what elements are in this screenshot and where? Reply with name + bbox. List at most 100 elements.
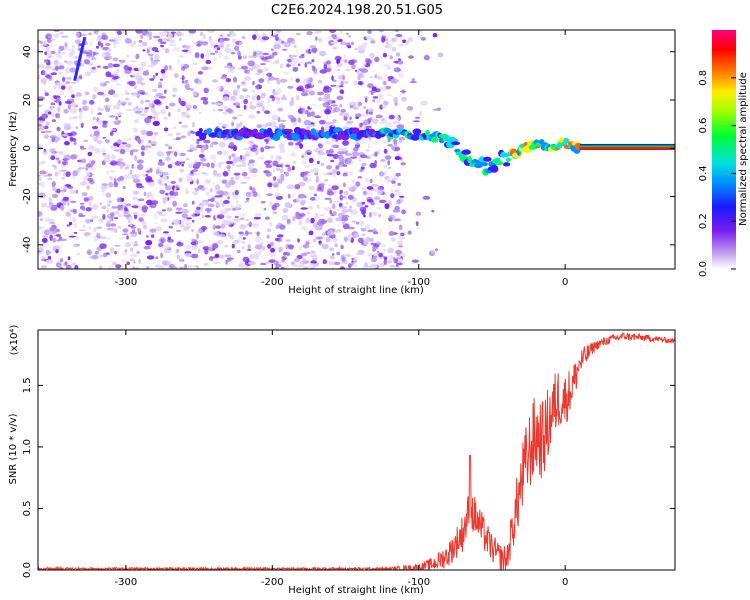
- spectrogram-noise-cell: [180, 33, 185, 37]
- spectrogram-noise-cell: [174, 151, 178, 157]
- spectrogram-noise-cell: [374, 56, 380, 63]
- spectrogram-noise-cell: [365, 224, 370, 229]
- spectrogram-noise-cell: [88, 159, 92, 165]
- spectrogram-noise-cell: [77, 252, 80, 256]
- spectrogram-noise-cell: [272, 92, 279, 96]
- spectrogram-noise-cell: [247, 71, 250, 75]
- spectrogram-noise-cell: [246, 223, 250, 227]
- spectrogram-noise-cell: [363, 119, 369, 125]
- spectrogram-noise-cell: [369, 178, 373, 183]
- spectrogram-noise-cell: [150, 234, 155, 238]
- spectrogram-noise-cell: [149, 78, 155, 81]
- spectrogram-noise-cell: [249, 105, 257, 110]
- spectrogram-noise-cell: [192, 62, 198, 66]
- spectrogram-noise-cell: [115, 264, 122, 269]
- spectrogram-noise-cell: [196, 178, 199, 185]
- spectrogram-noise-cell: [357, 76, 361, 81]
- spectrogram-noise-cell: [255, 213, 263, 216]
- spectrogram-noise-cell: [55, 113, 61, 119]
- spectrogram-noise-cell: [114, 41, 120, 45]
- spectrogram-noise-cell: [365, 125, 372, 129]
- spectrogram-noise-cell: [365, 109, 369, 115]
- spectrogram-noise-cell: [238, 262, 246, 268]
- spectrogram-noise-cell: [239, 94, 245, 100]
- spectrogram-noise-cell: [136, 44, 144, 48]
- spectrogram-noise-cell: [140, 61, 147, 68]
- spectrogram-noise-cell: [177, 47, 180, 52]
- spectrogram-noise-cell: [398, 44, 405, 47]
- spectrogram-noise-cell: [339, 189, 343, 194]
- spectrogram-noise-cell: [84, 56, 93, 60]
- spectrogram-noise-cell: [140, 34, 144, 39]
- spectrogram-noise-cell: [393, 257, 396, 264]
- spectrogram-noise-cell: [75, 126, 79, 129]
- spectrogram-noise-cell: [168, 225, 173, 229]
- spectrogram-noise-cell: [155, 115, 159, 121]
- spectrogram-noise-cell: [94, 147, 101, 154]
- spectrogram-noise-cell: [212, 169, 218, 176]
- spectrogram-noise-cell: [155, 93, 163, 97]
- spectrogram-ridge-cell: [198, 128, 203, 133]
- spectrogram-noise-cell: [411, 78, 415, 82]
- spectrogram-noise-cell: [281, 214, 289, 221]
- spectrogram-noise-cell: [255, 150, 259, 156]
- spectrogram-noise-cell: [256, 95, 261, 101]
- spectrogram-noise-cell: [299, 263, 306, 267]
- spectrogram-noise-cell: [318, 119, 326, 125]
- spectrogram-noise-cell: [378, 199, 387, 204]
- spectrogram-noise-cell: [222, 96, 230, 101]
- spectrogram-noise-cell: [91, 160, 96, 165]
- spectrogram-noise-cell: [157, 166, 161, 172]
- spectrogram-noise-cell: [214, 195, 222, 198]
- spectrogram-noise-cell: [99, 236, 107, 240]
- spectrogram-noise-cell: [213, 57, 218, 61]
- spectrogram-noise-cell: [61, 164, 65, 168]
- spectrogram-noise-cell: [130, 253, 138, 257]
- spectrogram-noise-cell: [272, 51, 278, 56]
- spectrogram-noise-cell: [400, 232, 405, 237]
- spectrogram-noise-cell: [286, 63, 290, 68]
- spectrogram-noise-cell: [326, 165, 333, 170]
- spectrogram-noise-cell: [223, 55, 230, 60]
- spectrogram-noise-cell: [117, 237, 126, 240]
- spectrogram-noise-cell: [65, 76, 73, 80]
- spectrogram-noise-cell: [357, 126, 362, 130]
- spectrogram-noise-cell: [72, 170, 79, 177]
- spectrogram-noise-cell: [301, 155, 305, 159]
- spectrogram-noise-cell: [146, 266, 150, 269]
- spectrogram-noise-cell: [201, 43, 208, 46]
- spectrogram-noise-cell: [312, 253, 318, 258]
- spectrogram-noise-cell: [51, 193, 59, 199]
- spectrogram-noise-cell: [152, 115, 156, 120]
- spectrogram-noise-cell: [131, 229, 136, 234]
- spectrogram-noise-cell: [155, 256, 159, 260]
- spectrogram-noise-cell: [135, 118, 140, 124]
- spectrogram-noise-cell: [308, 157, 314, 164]
- spectrogram-noise-cell: [184, 252, 192, 257]
- spectrogram-ytick-label: -20: [22, 188, 33, 204]
- spectrogram-noise-cell: [141, 82, 145, 86]
- spectrogram-noise-cell: [350, 59, 358, 64]
- spectrogram-noise-cell: [257, 51, 263, 54]
- spectrogram-noise-cell: [85, 49, 91, 53]
- spectrogram-streak: [73, 36, 87, 82]
- spectrogram-ridge-cell: [430, 136, 439, 143]
- spectrogram-noise-cell: [319, 50, 327, 57]
- spectrogram-noise-cell: [163, 65, 169, 71]
- spectrogram-noise-cell: [149, 167, 153, 173]
- spectrogram-noise-cell: [279, 147, 286, 154]
- spectrogram-noise-cell: [294, 184, 301, 190]
- spectrogram-noise-cell: [249, 253, 256, 259]
- spectrogram-noise-cell: [121, 103, 126, 106]
- spectrogram-noise-cell: [152, 74, 156, 79]
- spectrogram-noise-cell: [40, 131, 46, 134]
- spectrogram-noise-cell: [203, 87, 209, 94]
- spectrogram-noise-cell: [240, 65, 249, 70]
- spectrogram-noise-cell: [420, 37, 426, 41]
- spectrogram-noise-cell: [298, 55, 305, 59]
- spectrogram-noise-cell: [220, 76, 225, 79]
- spectrogram-noise-cell: [390, 78, 398, 84]
- spectrogram-noise-cell: [196, 144, 203, 149]
- spectrogram-noise-cell: [141, 173, 148, 177]
- spectrogram-noise-cell: [329, 209, 333, 215]
